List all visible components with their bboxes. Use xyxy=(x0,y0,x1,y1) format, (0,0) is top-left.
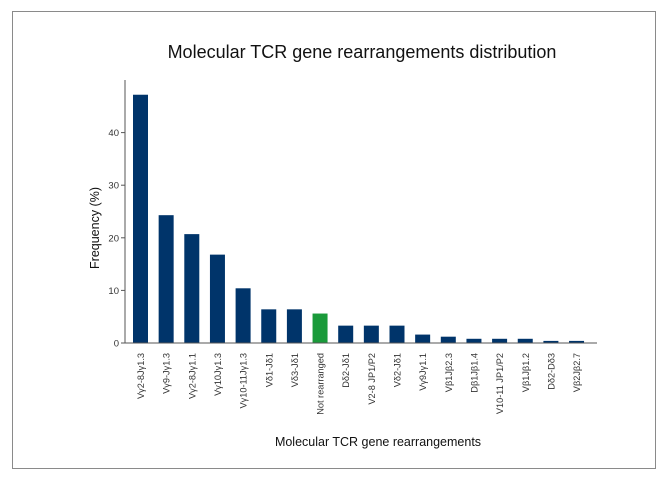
x-tick-label-1: Vγ9-Jγ1.3 xyxy=(162,353,172,394)
chart-frame xyxy=(12,11,656,469)
chart-title: Molecular TCR gene rearrangements distri… xyxy=(168,42,557,62)
x-tick-label-17: Vβ2Jβ2.7 xyxy=(572,353,582,392)
x-tick-label-15: Vβ1Jβ1.2 xyxy=(521,353,531,392)
bar-9 xyxy=(363,325,379,343)
y-tick-label-0: 0 xyxy=(114,339,119,350)
bar-16 xyxy=(543,340,559,343)
bar-4 xyxy=(235,288,251,343)
x-tick-label-8: Dδ2-Jδ1 xyxy=(341,353,351,388)
x-axis-label: Molecular TCR gene rearrangements xyxy=(275,435,481,449)
x-tick-label-12: Vβ1Jβ2.3 xyxy=(444,353,454,392)
y-axis-label: Frequency (%) xyxy=(88,187,102,269)
bar-0 xyxy=(133,94,148,343)
bar-2 xyxy=(184,234,200,343)
bar-15 xyxy=(517,338,533,343)
y-tick-label-2: 20 xyxy=(108,233,119,244)
bar-7 xyxy=(312,313,328,343)
y-tick-label-1: 10 xyxy=(108,286,119,297)
x-tick-label-11: Vγ9Jγ1.1 xyxy=(418,353,428,391)
x-tick-labels-group: Vγ2-8Jγ1.3 Vγ9-Jγ1.3 Vγ2-8Jγ1.1 Vγ10Jγ1.3 Vγ… xyxy=(136,353,582,415)
bar-14 xyxy=(492,338,508,343)
bar-6 xyxy=(286,309,302,343)
x-tick-label-0: Vγ2-8Jγ1.3 xyxy=(136,353,146,399)
bar-17 xyxy=(569,340,585,343)
y-ticks-group: 0 10 20 30 40 xyxy=(108,128,125,350)
bars-group xyxy=(133,94,585,343)
bar-1 xyxy=(158,215,174,343)
x-tick-label-16: Dδ2-Dδ3 xyxy=(546,353,556,390)
bar-11 xyxy=(415,334,431,343)
x-tick-label-2: Vγ2-8Jγ1.1 xyxy=(187,353,197,399)
x-tick-label-10: Vδ2-Jδ1 xyxy=(393,353,403,387)
y-tick-label-4: 40 xyxy=(108,128,119,139)
x-tick-label-3: Vγ10Jγ1.3 xyxy=(213,353,223,396)
bar-5 xyxy=(261,309,277,343)
x-tick-label-6: Vδ3-Jδ1 xyxy=(290,353,300,387)
x-tick-label-7: Not rearranged xyxy=(316,353,326,415)
bar-10 xyxy=(389,325,405,343)
x-tick-label-9: V2-8 JP1/P2 xyxy=(367,353,377,405)
x-tick-label-4: Vγ10-11Jγ1.3 xyxy=(239,353,249,409)
bar-12 xyxy=(440,336,456,343)
x-tick-label-14: V10-11 JP1/P2 xyxy=(495,353,505,414)
bar-3 xyxy=(209,254,225,343)
x-tick-label-5: Vδ1-Jδ1 xyxy=(264,353,274,387)
bar-8 xyxy=(338,325,354,343)
x-tick-label-13: Dβ1Jβ1.4 xyxy=(469,353,479,393)
y-tick-label-3: 30 xyxy=(108,181,119,192)
bar-13 xyxy=(466,338,482,343)
